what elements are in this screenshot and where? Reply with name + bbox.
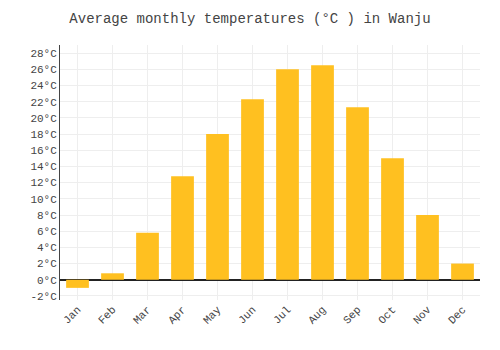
svg-text:12°C: 12°C: [30, 177, 57, 189]
svg-text:Nov: Nov: [411, 304, 434, 327]
svg-text:8°C: 8°C: [37, 210, 57, 222]
svg-text:Oct: Oct: [376, 304, 398, 326]
svg-text:16°C: 16°C: [30, 145, 57, 157]
svg-text:Jun: Jun: [236, 304, 258, 326]
svg-text:6°C: 6°C: [37, 226, 57, 238]
svg-text:20°C: 20°C: [30, 113, 57, 125]
svg-text:May: May: [201, 304, 224, 327]
svg-text:Sep: Sep: [341, 304, 363, 326]
svg-text:14°C: 14°C: [30, 161, 57, 173]
svg-text:Jan: Jan: [61, 304, 83, 326]
svg-text:26°C: 26°C: [30, 64, 57, 76]
svg-text:-2°C: -2°C: [30, 291, 57, 303]
svg-text:Dec: Dec: [446, 304, 468, 326]
svg-text:Mar: Mar: [131, 304, 153, 326]
svg-text:10°C: 10°C: [30, 194, 57, 206]
svg-text:Aug: Aug: [306, 304, 328, 326]
svg-text:Average monthly temperatures (: Average monthly temperatures (°C ) in Wa…: [69, 11, 430, 27]
svg-text:18°C: 18°C: [30, 129, 57, 141]
svg-text:28°C: 28°C: [30, 48, 57, 60]
svg-text:24°C: 24°C: [30, 80, 57, 92]
svg-text:2°C: 2°C: [37, 258, 57, 270]
svg-text:22°C: 22°C: [30, 97, 57, 109]
svg-text:4°C: 4°C: [37, 242, 57, 254]
svg-text:Feb: Feb: [96, 304, 118, 326]
svg-text:0°C: 0°C: [37, 275, 57, 287]
svg-text:Jul: Jul: [271, 304, 293, 326]
svg-text:Apr: Apr: [166, 304, 188, 326]
